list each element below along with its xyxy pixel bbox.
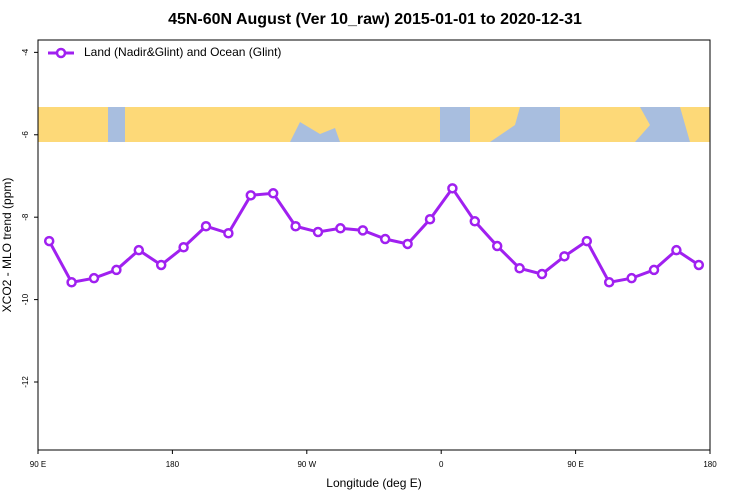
data-point [491,240,503,252]
data-point [43,235,55,247]
data-point [379,233,391,245]
data-point [648,264,660,276]
y-tick-label: -12 [21,376,30,388]
y-tick-label: -10 [21,293,30,305]
data-point [245,190,257,201]
data-point [133,244,145,256]
y-axis-label: XCO2 - MLO trend (ppm) [0,178,14,313]
data-point [66,277,77,288]
data-point [424,213,436,225]
data-point [312,226,324,238]
x-tick-label: 0 [439,460,444,469]
legend-marker [55,47,67,59]
x-tick-label: 180 [703,460,717,469]
y-tick-label: -6 [21,131,30,139]
data-point [402,238,413,250]
data-point [514,263,525,274]
plot-frame [37,39,711,451]
x-tick-label: 90 E [30,460,46,469]
data-point [559,251,570,262]
data-point [603,277,615,288]
data-point [267,188,279,199]
data-point [111,264,122,276]
data-point [447,183,458,194]
x-tick-label: 180 [166,460,180,469]
y-tick-label: -4 [21,48,30,56]
data-point [88,272,100,284]
data-point [626,272,637,284]
data-point [469,216,481,227]
data-point [536,268,548,280]
data-point [693,259,705,271]
x-axis-label: Longitude (deg E) [326,476,421,490]
x-tick-label: 90 E [567,460,583,469]
data-point [357,225,369,236]
data-point [200,221,212,232]
data-point [290,221,301,232]
x-tick-label: 90 W [297,460,316,469]
data-point [178,242,189,253]
data-point [581,235,593,247]
legend-label: Land (Nadir&Glint) and Ocean (Glint) [84,45,281,59]
data-point [335,223,346,234]
data-point [155,259,167,271]
map-band [38,107,710,142]
series-line [47,185,700,284]
data-point [223,228,234,239]
y-tick-label: -8 [21,213,30,221]
data-point [671,244,682,256]
chart-title: 45N-60N August (Ver 10_raw) 2015-01-01 t… [168,11,582,28]
